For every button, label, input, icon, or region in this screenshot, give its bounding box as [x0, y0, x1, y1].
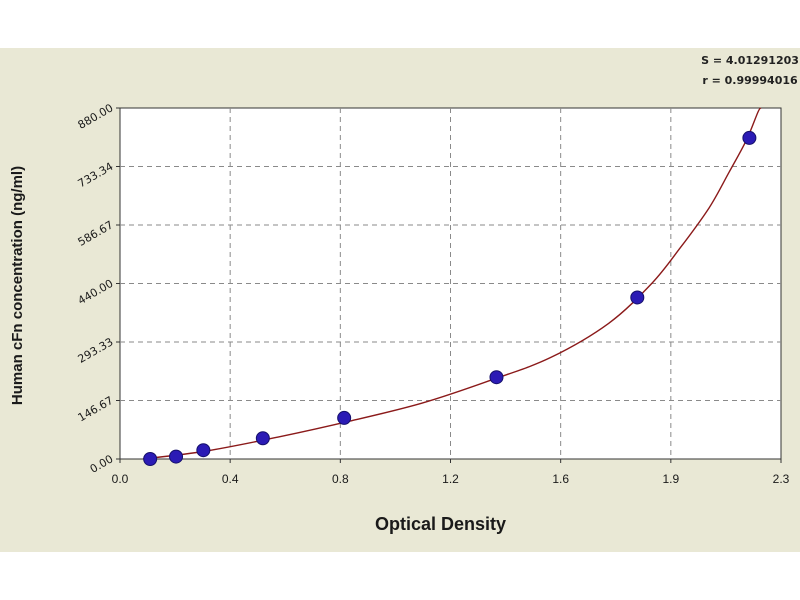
x-tick-label: 0.0	[112, 472, 129, 486]
x-tick-label: 1.2	[442, 472, 459, 486]
data-point	[337, 410, 352, 425]
calibration-chart: 0.00146.67293.33440.00586.67733.34880.00…	[9, 54, 799, 534]
chart-frame: 0.00 146.67 293.33 440.00 586.67 733.34 880.00…	[0, 48, 800, 552]
x-axis-title: Optical Density	[375, 514, 506, 534]
data-point	[489, 370, 504, 385]
y-tick-label: 880.00	[76, 101, 116, 132]
x-axis-ticks: 0.0 0.4 0.8 1.2 1.6 1.9 2.3	[112, 459, 790, 486]
x-tick-label: 0.4	[222, 472, 239, 486]
x-tick-label: 0.8	[332, 472, 349, 486]
annotations: S = 4.01291203 r = 0.99994016	[701, 54, 799, 87]
y-tick-label: 440.00	[76, 277, 116, 308]
data-point	[255, 431, 270, 446]
y-tick-label: 586.67	[76, 218, 116, 249]
y-tick-label: 146.67	[76, 394, 116, 425]
data-point	[196, 443, 211, 458]
grid-lines	[120, 108, 781, 459]
y-tick-label: 293.33	[76, 335, 116, 366]
x-tick-label: 1.6	[552, 472, 569, 486]
data-points	[143, 130, 757, 466]
data-point	[169, 449, 184, 464]
data-point	[630, 290, 645, 305]
y-axis-title: Human cFn concentration (ng/ml)	[9, 166, 26, 405]
fit-statistic-label: S = 4.01291203	[701, 54, 799, 67]
y-tick-label: 733.34	[76, 160, 116, 191]
fit-statistic-label: r = 0.99994016	[702, 74, 798, 87]
fit-curve	[142, 107, 762, 459]
x-tick-label: 1.9	[662, 472, 679, 486]
fit-curve-layer	[142, 107, 762, 459]
data-point	[742, 130, 757, 145]
data-point	[143, 452, 158, 466]
x-tick-label: 2.3	[773, 472, 790, 486]
